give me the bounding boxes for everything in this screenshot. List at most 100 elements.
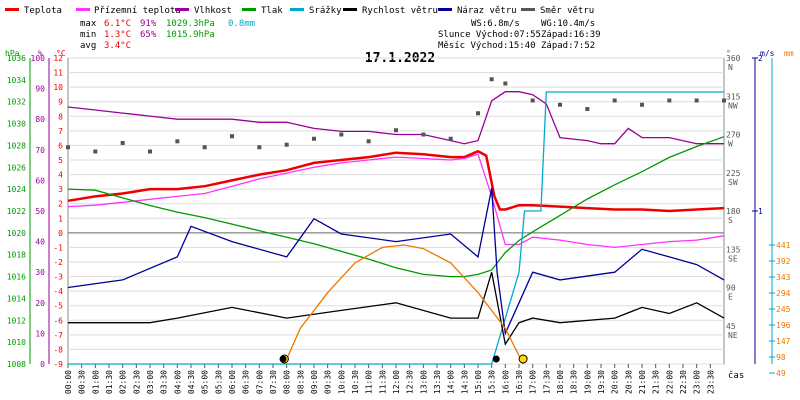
time-tick-label: 16:00 (501, 370, 510, 394)
humidity-tick-label: 20 (35, 299, 45, 308)
direction-tick-label: 135 (726, 245, 741, 254)
time-tick-label: 23:30 (706, 370, 715, 394)
pressure-tick-label: 1012 (7, 316, 26, 325)
time-tick-label: 07:00 (255, 370, 264, 394)
stats-min-press: 1015.9hPa (166, 30, 215, 40)
series-point-smer-vetru (476, 111, 480, 116)
humidity-tick-label: 40 (35, 238, 45, 247)
series-point-smer-vetru (339, 132, 344, 137)
temp-tick-label: 0 (58, 229, 63, 238)
info-sun: Slunce Východ:07:55 (438, 30, 541, 40)
rain-tick-label: 147 (776, 337, 791, 346)
series-point-smer-vetru (93, 149, 98, 154)
time-tick-label: 13:00 (419, 370, 428, 394)
legend-item-rychlost-vetru: Rychlost větru (343, 6, 438, 16)
time-tick-label: 01:00 (91, 370, 100, 394)
series-point-smer-vetru (312, 136, 316, 141)
wind-tick-label: 1 (758, 207, 763, 216)
time-tick-label: 11:30 (378, 370, 387, 394)
stats: max 6.1°C 91% 1029.3hPa 0.8mm min 1.3°C … (80, 19, 255, 51)
time-tick-label: 10:30 (351, 370, 360, 394)
x-axis-label: čas (728, 370, 744, 381)
humidity-tick-label: 90 (35, 85, 45, 94)
stats-max-press: 1029.3hPa (166, 19, 215, 29)
humidity-tick-label: 60 (35, 176, 45, 185)
temp-tick-label: -3 (53, 273, 63, 282)
series-line-naraz-vetru (67, 187, 725, 336)
time-tick-label: 20:00 (611, 370, 620, 394)
temp-tick-label: 2 (58, 200, 63, 209)
legend-label-prizemni-teplota: Přízemní teplota (94, 6, 181, 16)
legend-item-teplota: Teplota (5, 6, 62, 16)
time-tick-label: 13:30 (433, 370, 442, 394)
pressure-tick-label: 1022 (7, 207, 26, 216)
time-tick-label: 18:00 (556, 370, 565, 394)
unit-percent: % (38, 49, 43, 58)
rain-tick-label: 441 (776, 241, 791, 250)
series-point-smer-vetru (66, 145, 70, 150)
rain-tick-label: 196 (776, 321, 791, 330)
stats-avg-label: avg (80, 41, 96, 51)
time-tick-label: 04:30 (187, 370, 196, 394)
pressure-tick-label: 1028 (7, 141, 26, 150)
time-tick-label: 10:00 (337, 370, 346, 394)
series-point-smer-vetru (230, 134, 234, 139)
temp-tick-label: -4 (53, 287, 63, 296)
series-point-smer-vetru (394, 128, 398, 133)
time-tick-label: 17:30 (542, 370, 551, 394)
series-point-smer-vetru (366, 139, 371, 144)
temp-tick-label: -1 (53, 243, 63, 252)
series-point-smer-vetru (694, 98, 699, 103)
series-layer (66, 77, 726, 365)
time-tick-label: 15:30 (488, 370, 497, 394)
pressure-tick-label: 1010 (7, 338, 26, 347)
time-tick-label: 19:00 (583, 370, 592, 394)
legend-label-tlak: Tlak (261, 6, 283, 16)
time-tick-label: 06:00 (228, 370, 237, 394)
series-line-tlak (67, 136, 725, 278)
time-tick-label: 17:00 (529, 370, 538, 394)
time-tick-label: 16:30 (515, 370, 524, 394)
humidity-tick-label: 80 (35, 115, 45, 124)
temp-tick-label: 12 (53, 54, 63, 63)
time-tick-label: 08:00 (283, 370, 292, 394)
time-tick-label: 08:30 (296, 370, 305, 394)
direction-name-label: NW (728, 101, 738, 110)
series-line-vlhkost (67, 91, 724, 145)
moonrise-marker (492, 355, 500, 363)
sunset-marker (518, 354, 528, 364)
series-point-smer-vetru (667, 98, 672, 103)
time-tick-label: 21:00 (638, 370, 647, 394)
time-tick-label: 21:30 (652, 370, 661, 394)
stats-max-hum: 91% (140, 19, 157, 29)
time-tick-label: 19:30 (597, 370, 606, 394)
direction-name-label: NE (728, 331, 738, 340)
temp-tick-label: 6 (58, 141, 63, 150)
stats-max-rain: 0.8mm (228, 19, 255, 29)
temp-tick-label: -7 (53, 331, 63, 340)
direction-tick-label: 90 (726, 284, 736, 293)
time-tick-label: 05:00 (201, 370, 210, 394)
stats-min-label: min (80, 30, 96, 40)
temp-tick-label: 3 (58, 185, 63, 194)
series-line-srazky (68, 91, 724, 365)
unit-hpa: hPa (5, 49, 20, 58)
legend-item-tlak: Tlak (242, 6, 283, 16)
humidity-tick-label: 10 (35, 329, 45, 338)
pressure-tick-label: 1008 (7, 360, 26, 369)
unit-degrees: ° (726, 49, 731, 58)
legend-label-smer-vetru: Směr větru (540, 6, 594, 16)
temp-tick-label: 10 (53, 83, 63, 92)
unit-mm: mm (784, 49, 794, 58)
time-tick-label: 12:30 (406, 370, 415, 394)
temp-tick-label: -5 (53, 302, 63, 311)
series-point-smer-vetru (175, 139, 180, 144)
series-line-rychlost-vetru (68, 272, 725, 346)
time-tick-label: 03:30 (160, 370, 169, 394)
time-tick-label: 20:30 (624, 370, 633, 394)
legend-item-naraz-vetru: Náraz větru (438, 6, 517, 16)
time-tick-label: 23:00 (693, 370, 702, 394)
temp-tick-label: -8 (53, 345, 63, 354)
series-point-smer-vetru (640, 102, 644, 107)
